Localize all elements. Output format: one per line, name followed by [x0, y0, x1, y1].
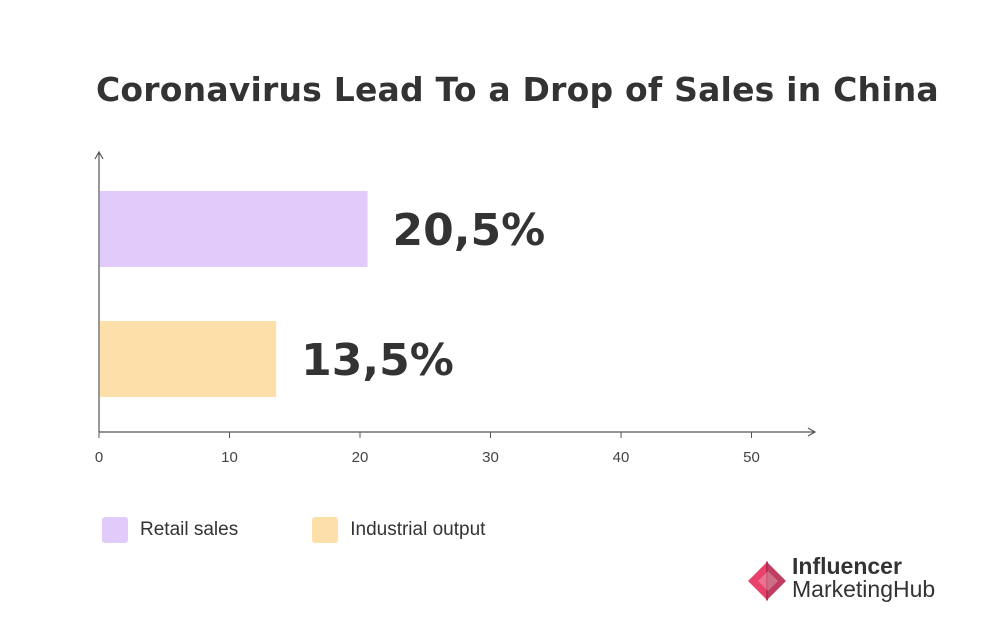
legend-item-retail-sales: Retail sales [102, 517, 238, 543]
chart-bars [100, 191, 368, 397]
chart-x-ticks: 0 10 20 30 40 50 [95, 432, 760, 466]
x-tick-label-40: 40 [613, 449, 630, 466]
chart-data-labels: 20,5% 13,5% [301, 205, 545, 386]
legend-item-industrial-output: Industrial output [312, 517, 485, 543]
influencer-marketing-hub-logo-icon [748, 561, 786, 601]
bar-industrial-output [100, 321, 277, 397]
legend-swatch-retail-sales [102, 517, 128, 543]
y-axis-arrow [94, 150, 104, 160]
brand-line1: Influencer [792, 553, 902, 579]
legend-swatch-industrial-output [312, 517, 339, 543]
data-label-retail-sales: 20,5% [393, 205, 546, 256]
x-tick-label-0: 0 [95, 449, 103, 466]
x-tick-label-20: 20 [352, 449, 369, 466]
legend-label-retail-sales: Retail sales [140, 519, 239, 540]
data-label-industrial-output: 13,5% [301, 335, 454, 386]
chart-title: Coronavirus Lead To a Drop of Sales in C… [96, 70, 939, 109]
legend-label-industrial-output: Industrial output [350, 519, 486, 540]
bar-retail-sales [100, 191, 368, 267]
brand-text: Influencer MarketingHub [792, 555, 935, 601]
x-tick-label-30: 30 [482, 449, 499, 466]
x-tick-label-50: 50 [743, 449, 760, 466]
x-tick-label-10: 10 [221, 449, 238, 466]
x-axis-arrow [807, 427, 817, 437]
chart-axes [94, 150, 817, 437]
brand-line2: MarketingHub [792, 576, 936, 602]
brand-logo: Influencer MarketingHub [744, 555, 964, 607]
chart-legend: Retail sales Industrial output [102, 517, 559, 543]
